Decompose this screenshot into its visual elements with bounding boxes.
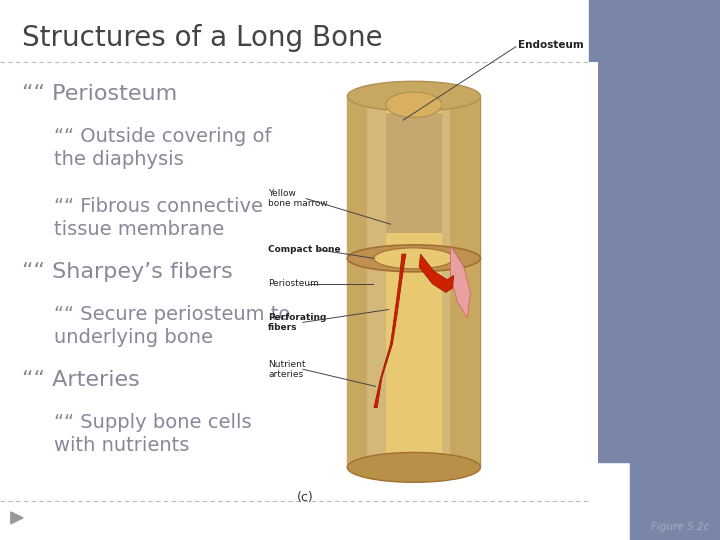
Text: Endosteum: Endosteum — [518, 40, 584, 50]
Text: ““ Outside covering of
the diaphysis: ““ Outside covering of the diaphysis — [54, 127, 271, 168]
Bar — [589, 0, 720, 462]
Ellipse shape — [347, 245, 480, 272]
Text: ““ Secure periosteum to
underlying bone: ““ Secure periosteum to underlying bone — [54, 305, 290, 347]
Bar — [347, 96, 480, 467]
Polygon shape — [390, 254, 406, 343]
Bar — [386, 105, 442, 459]
Text: Yellow
bone marrow: Yellow bone marrow — [268, 189, 328, 208]
Text: ““ Arteries: ““ Arteries — [22, 370, 140, 390]
Bar — [347, 96, 367, 467]
Polygon shape — [374, 343, 392, 408]
Ellipse shape — [386, 92, 442, 118]
Ellipse shape — [347, 453, 480, 482]
Polygon shape — [11, 512, 23, 524]
Bar — [630, 462, 720, 540]
Text: ““ Fibrous connective
tissue membrane: ““ Fibrous connective tissue membrane — [54, 197, 263, 239]
Text: ““ Supply bone cells
with nutrients: ““ Supply bone cells with nutrients — [54, 413, 251, 455]
Text: Perforating
fibers: Perforating fibers — [268, 313, 326, 332]
Ellipse shape — [347, 82, 480, 111]
Polygon shape — [419, 254, 454, 293]
Text: Figure 5.2c: Figure 5.2c — [651, 522, 709, 532]
Text: ““ Sharpey’s fibers: ““ Sharpey’s fibers — [22, 262, 233, 282]
Text: ““ Periosteum: ““ Periosteum — [22, 84, 177, 104]
Bar — [386, 113, 442, 233]
Ellipse shape — [374, 248, 454, 269]
Bar — [281, 62, 598, 489]
Text: Nutrient
arteries: Nutrient arteries — [268, 360, 305, 379]
Text: Structures of a Long Bone: Structures of a Long Bone — [22, 24, 382, 52]
Text: Compact bone: Compact bone — [268, 245, 341, 254]
Text: (c): (c) — [297, 491, 313, 504]
Polygon shape — [451, 246, 470, 318]
Bar — [451, 96, 480, 467]
Text: Periosteum: Periosteum — [268, 279, 319, 288]
